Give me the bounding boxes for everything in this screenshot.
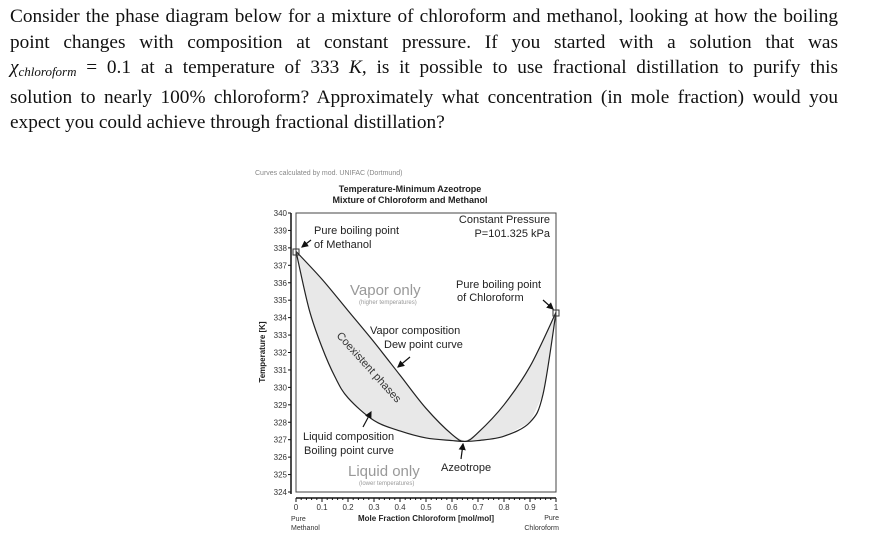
x-left-label: Pure	[291, 516, 306, 523]
coexistence-region	[296, 251, 556, 442]
annotation-dew: Vapor composition	[370, 325, 460, 337]
y-tick-label: 324	[274, 488, 288, 497]
annotation-liquid: Boiling point curve	[304, 445, 394, 457]
question-text: Consider the phase diagram below for a m…	[10, 4, 838, 136]
math-chi: χ	[10, 57, 19, 78]
annotation-liquid: Liquid composition	[303, 431, 394, 443]
x-tick-label: 0.6	[446, 503, 458, 512]
chart-title: Temperature-Minimum Azeotrope	[339, 184, 482, 194]
annotation-methanol-bp: of Methanol	[314, 239, 371, 251]
y-tick-label: 334	[274, 314, 288, 323]
question-line: Consider the phase diagram below for a m…	[10, 6, 838, 27]
annotation-vapor-only: Vapor only	[350, 282, 421, 299]
arrow-icon	[458, 442, 466, 460]
y-tick-label: 340	[274, 209, 288, 218]
plot-frame	[295, 212, 557, 493]
y-tick-label: 335	[274, 296, 288, 305]
y-tick-label: 325	[274, 471, 288, 480]
chart-credit: Curves calculated by mod. UNIFAC (Dortmu…	[255, 170, 402, 177]
annotation-pressure: Constant Pressure	[459, 214, 550, 226]
y-tick-label: 327	[274, 436, 288, 445]
question-rest: , is it possible to use fractional disti…	[361, 57, 839, 78]
x-tick-label: 0.8	[498, 503, 510, 512]
x-tick-label: 1	[554, 503, 559, 512]
chart-subtitle: Mixture of Chloroform and Methanol	[333, 195, 488, 205]
methanol-bp-marker	[292, 248, 300, 256]
y-tick-label: 331	[274, 366, 288, 375]
math-unit: K	[349, 57, 362, 78]
y-tick-label: 330	[274, 383, 288, 392]
annotation-pressure-value: P=101.325 kPa	[474, 228, 550, 240]
arrow-icon	[301, 239, 312, 248]
x-tick-label: 0.3	[368, 503, 380, 512]
annotation-azeotrope: Azeotrope	[441, 462, 491, 474]
dew-point-curve	[295, 250, 557, 443]
annotation-methanol-bp: Pure boiling point	[314, 225, 399, 237]
annotation-liquid-only: Liquid only	[348, 463, 420, 480]
y-tick-label: 339	[274, 226, 288, 235]
x-left-label: Methanol	[291, 525, 320, 532]
y-tick-label: 332	[274, 349, 288, 358]
y-tick-label: 337	[274, 261, 288, 270]
arrow-icon	[542, 299, 554, 310]
annotation-dew: Dew point curve	[384, 339, 463, 351]
x-tick-label: 0.5	[420, 503, 432, 512]
arrow-icon	[397, 356, 411, 368]
y-tick-label: 326	[274, 453, 288, 462]
math-eq: = 0.1 at a temperature of 333	[76, 57, 350, 78]
y-tick-label: 338	[274, 244, 288, 253]
chloroform-bp-marker	[552, 309, 560, 317]
boiling-point-curve	[295, 251, 557, 443]
annotation-vapor-only-sub: (higher temperatures)	[359, 300, 417, 306]
annotation-chloroform-bp: of Chloroform	[457, 292, 524, 304]
y-tick-label: 333	[274, 331, 288, 340]
arrow-icon	[362, 410, 372, 428]
question-line: expect you could achieve through fractio…	[10, 112, 445, 133]
x-tick-label: 0.2	[342, 503, 354, 512]
question-line: point changes with composition at consta…	[10, 31, 838, 53]
x-tick-label: 0.7	[472, 503, 484, 512]
math-subscript: chloroform	[18, 64, 77, 79]
y-tick-label: 329	[274, 401, 288, 410]
annotation-liquid-only-sub: (lower temperatures)	[359, 481, 414, 487]
x-tick-label: 0.4	[394, 503, 406, 512]
y-tick-label: 336	[274, 279, 288, 288]
question-line-math: χchloroform = 0.1 at a temperature of 33…	[10, 55, 838, 85]
y-axis-label: Temperature [K]	[258, 321, 267, 383]
y-tick-label: 328	[274, 418, 288, 427]
x-tick-label: 0.9	[524, 503, 536, 512]
x-axis-label: Mole Fraction Chloroform [mol/mol]	[358, 514, 494, 523]
x-tick-label: 0.1	[316, 503, 328, 512]
x-tick-label: 0	[294, 503, 299, 512]
question-line: solution to nearly 100% chloroform? Appr…	[10, 86, 838, 108]
x-right-label: Chloroform	[524, 525, 559, 532]
x-right-label: Pure	[544, 515, 559, 522]
annotation-chloroform-bp: Pure boiling point	[456, 279, 541, 291]
